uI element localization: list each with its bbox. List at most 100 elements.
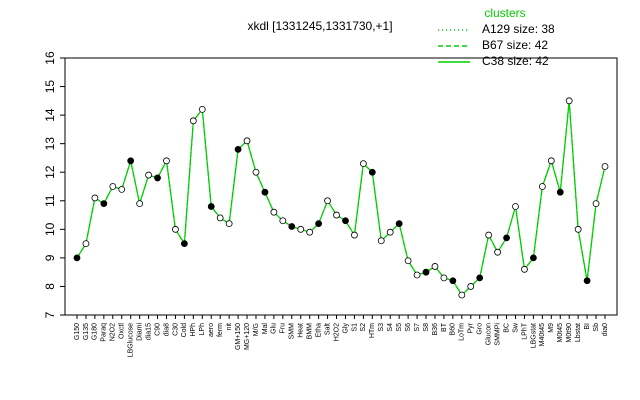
x-tick-label: LPh: [199, 323, 206, 336]
x-tick-label: BC: [503, 323, 510, 333]
data-point: [342, 217, 349, 225]
data-point: [476, 274, 484, 282]
y-tick-label: 9: [43, 254, 57, 261]
x-tick-label: G150: [74, 323, 81, 340]
x-tick-label: B36: [432, 323, 439, 336]
data-point: [574, 225, 582, 233]
series-line: [76, 100, 606, 296]
data-point: [288, 223, 296, 230]
data-point: [127, 157, 135, 165]
x-tick-label: nit: [226, 323, 233, 330]
data-point: [503, 234, 510, 242]
data-point: [512, 203, 519, 210]
data-point: [189, 117, 197, 125]
data-point: [359, 160, 367, 168]
data-point: [592, 200, 600, 208]
legend-title: clusters: [484, 6, 525, 20]
data-point: [565, 97, 573, 105]
data-point: [422, 268, 430, 276]
x-tick-label: N2O2: [110, 323, 117, 341]
x-tick-label: BMM: [307, 323, 314, 340]
x-tick-label: Lbstat: [575, 323, 582, 342]
x-tick-label: LoTm: [459, 323, 466, 341]
data-point: [306, 228, 314, 236]
data-point: [431, 263, 439, 270]
data-point: [252, 168, 260, 176]
legend-label: B67 size: 42: [482, 38, 548, 52]
x-tick-label: G135: [83, 323, 90, 340]
data-point: [180, 240, 188, 248]
y-tick-label: 16: [43, 51, 57, 65]
data-point: [583, 277, 591, 285]
data-point: [315, 220, 323, 228]
data-point: [538, 183, 546, 190]
data-point: [485, 231, 493, 239]
data-point: [449, 277, 457, 285]
data-point: [234, 145, 242, 153]
data-point: [73, 254, 81, 262]
y-tick-label: 7: [43, 311, 57, 318]
x-tick-label: Fru: [280, 323, 287, 334]
data-point: [109, 183, 117, 190]
data-point: [333, 211, 340, 219]
x-tick-label: M/G: [253, 323, 260, 336]
data-point: [145, 171, 152, 179]
data-point: [279, 217, 287, 225]
x-tick-label: HTm: [369, 323, 376, 338]
x-tick-label: BI: [584, 323, 591, 330]
y-tick-label: 12: [43, 165, 57, 179]
x-tick-label: S4: [387, 323, 394, 332]
data-point: [368, 168, 376, 176]
data-point: [198, 106, 206, 113]
data-point: [404, 257, 412, 265]
x-tick-label: S5: [396, 323, 403, 332]
x-tick-label: GM+150: [235, 323, 242, 350]
data-point: [136, 200, 144, 208]
data-point: [243, 137, 251, 145]
y-tick-label: 13: [43, 137, 57, 151]
y-tick-label: 14: [43, 108, 57, 122]
plot-frame: [64, 57, 618, 316]
x-tick-label: S7: [414, 323, 421, 332]
x-tick-label: Cold: [181, 323, 188, 338]
x-tick-label: dia0: [602, 323, 609, 336]
x-tick-label: M0t45: [557, 323, 564, 343]
x-tick-label: M0t90: [566, 323, 573, 343]
data-point: [601, 163, 609, 170]
data-point: [494, 248, 502, 256]
x-tick-label: S6: [405, 323, 412, 332]
y-tick-label: 10: [43, 222, 57, 236]
data-point: [154, 174, 161, 182]
x-tick-label: M9: [548, 323, 555, 333]
x-tick-label: dia15: [145, 323, 152, 340]
data-point: [270, 208, 278, 216]
data-point: [377, 237, 385, 245]
x-tick-label: Diami: [136, 323, 143, 341]
x-tick-label: LPhT: [521, 322, 528, 339]
data-point: [413, 271, 421, 279]
x-tick-label: HPh: [190, 323, 197, 337]
data-point: [216, 214, 224, 222]
data-point: [225, 220, 233, 228]
x-tick-label: S1: [351, 323, 358, 332]
x-tick-label: G180: [92, 323, 99, 340]
data-point: [297, 225, 305, 233]
x-tick-label: Gly: [342, 323, 349, 334]
x-tick-label: Mal: [262, 323, 269, 335]
x-tick-label: S8: [423, 323, 430, 332]
data-point: [261, 188, 269, 196]
series-line: [76, 100, 606, 296]
data-point: [395, 220, 403, 228]
legend-label: C38 size: 42: [482, 54, 549, 68]
data-point: [440, 274, 448, 282]
x-tick-label: Glucon: [486, 323, 493, 345]
data-point: [386, 228, 394, 236]
x-tick-label: B60: [450, 323, 457, 336]
x-tick-label: Oxctl: [119, 323, 126, 339]
x-tick-label: Sb: [593, 323, 600, 332]
data-point: [91, 194, 99, 202]
x-tick-label: S3: [378, 323, 385, 332]
x-tick-label: M40t45: [539, 323, 546, 346]
x-tick-label: Heat: [298, 323, 305, 338]
